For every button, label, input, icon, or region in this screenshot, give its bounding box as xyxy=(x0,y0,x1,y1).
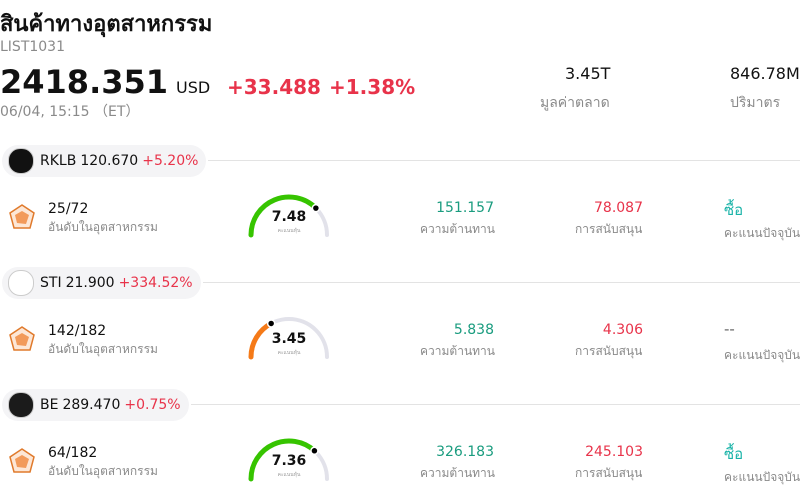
title: สินค้าทางอุตสาหกรรม xyxy=(0,12,213,37)
resistance: 326.183 xyxy=(436,444,494,460)
score: 7.36 xyxy=(271,453,307,469)
stock-pill[interactable]: BE 289.470 +0.75% xyxy=(2,389,189,421)
rank-icon xyxy=(9,204,35,229)
resistance-label: ความต้านทาน xyxy=(420,466,495,480)
price: 2418.351 xyxy=(0,63,169,101)
signal-label: คะแนนปัจจุบัน xyxy=(724,470,800,484)
support-label: การสนับสนุน xyxy=(575,222,643,236)
resistance: 151.157 xyxy=(436,200,494,216)
divider xyxy=(203,282,800,283)
change-pct: +1.38% xyxy=(329,75,416,99)
gauge xyxy=(248,438,329,482)
stock-price: 21.900 xyxy=(65,275,115,291)
currency: USD xyxy=(176,78,211,97)
signal: ซื้อ xyxy=(724,201,744,219)
support-label: การสนับสนุน xyxy=(575,466,643,480)
gauge xyxy=(248,194,329,238)
stock-change: +0.75% xyxy=(124,397,181,413)
stat-value: 3.45T xyxy=(565,64,611,83)
support: 245.103 xyxy=(585,444,643,460)
stat-label: มูลค่าตลาด xyxy=(540,95,610,111)
stock-price: 289.470 xyxy=(62,397,121,413)
score-label: คะแนนหุ้น xyxy=(277,350,301,356)
score: 7.48 xyxy=(271,209,307,225)
rank: 142/182 xyxy=(48,323,107,339)
score: 3.45 xyxy=(271,331,307,347)
signal-label: คะแนนปัจจุบัน xyxy=(724,226,800,240)
score-label: คะแนนหุ้น xyxy=(277,228,301,234)
signal-label: คะแนนปัจจุบัน xyxy=(724,348,800,362)
ticker: RKLB xyxy=(40,153,77,169)
resistance: 5.838 xyxy=(453,322,494,338)
stock-logo xyxy=(8,148,34,174)
divider xyxy=(208,160,800,161)
rank: 25/72 xyxy=(48,201,89,217)
signal: -- xyxy=(724,320,735,338)
stock-logo xyxy=(8,392,34,418)
stock-logo xyxy=(8,270,34,296)
ticker: STI xyxy=(40,275,62,291)
time: 06/04, 15:15 （ET） xyxy=(0,104,140,120)
stock-change: +5.20% xyxy=(142,153,199,169)
stat-value: 846.78M xyxy=(730,64,800,83)
stock-pill[interactable]: RKLB 120.670 +5.20% xyxy=(2,145,207,177)
stock-price: 120.670 xyxy=(80,153,139,169)
code: LIST1031 xyxy=(0,39,65,55)
signal: ซื้อ xyxy=(724,445,744,463)
support: 4.306 xyxy=(602,322,643,338)
change: +33.488 xyxy=(227,75,321,99)
rank-icon xyxy=(9,448,35,473)
rank-label: อันดับในอุตสาหกรรม xyxy=(48,464,158,478)
divider xyxy=(191,404,800,405)
gauge xyxy=(248,317,329,360)
rank-label: อันดับในอุตสาหกรรม xyxy=(48,342,158,356)
support-label: การสนับสนุน xyxy=(575,344,643,358)
resistance-label: ความต้านทาน xyxy=(420,344,495,358)
rank: 64/182 xyxy=(48,445,98,461)
stock-change: +334.52% xyxy=(118,275,193,291)
resistance-label: ความต้านทาน xyxy=(420,222,495,236)
rank-label: อันดับในอุตสาหกรรม xyxy=(48,220,158,234)
score-label: คะแนนหุ้น xyxy=(277,472,301,478)
stock-pill[interactable]: STI 21.900 +334.52% xyxy=(2,267,201,299)
stat-label: ปริมาตร xyxy=(730,95,781,111)
support: 78.087 xyxy=(594,200,643,216)
rank-icon xyxy=(9,326,35,351)
ticker: BE xyxy=(40,397,59,413)
